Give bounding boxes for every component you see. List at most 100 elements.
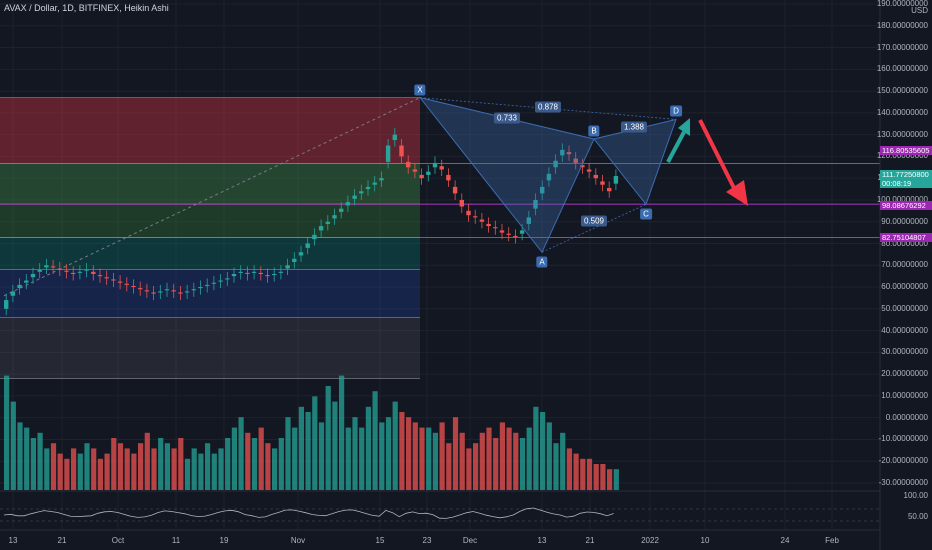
candle (365, 186, 371, 190)
volume-bar (553, 443, 559, 490)
volume-bar (57, 453, 63, 490)
indicator-tick-label: 50.00 (907, 512, 928, 521)
price-tick-label: -10.00000000 (878, 434, 928, 444)
volume-bar (64, 458, 70, 490)
candle (24, 280, 29, 283)
candle (540, 186, 545, 194)
volume-bar (446, 443, 452, 490)
fibonacci-zones (0, 97, 421, 379)
candle (10, 291, 16, 296)
candle (144, 290, 150, 292)
date-tick-label: Feb (825, 536, 839, 545)
volume-bar (312, 396, 318, 490)
indicator-tick-label: 100.00 (903, 491, 928, 500)
candle (379, 178, 384, 181)
candle (184, 291, 190, 293)
volume-bar (540, 412, 546, 490)
pattern-ratio: 0.509 (580, 215, 608, 227)
volume-bar (359, 427, 365, 490)
candle (117, 281, 123, 283)
volume-bar (406, 417, 412, 490)
date-tick-label: 21 (57, 536, 67, 545)
price-tick-label: 150.00000000 (876, 86, 928, 96)
candle (285, 265, 290, 269)
candle (372, 182, 377, 185)
volume-bar (546, 422, 552, 490)
volume-bar (178, 438, 184, 490)
candle (104, 277, 109, 279)
volume-bar (231, 427, 237, 490)
date-tick-label: 24 (780, 536, 790, 545)
volume-bar (506, 427, 512, 490)
volume-bar (466, 448, 472, 490)
candle (292, 258, 297, 263)
volume-bar (439, 422, 445, 490)
price-tick-label: 130.00000000 (876, 129, 928, 139)
volume-bar (325, 386, 331, 490)
candle (198, 287, 203, 289)
volume-bar (4, 375, 10, 490)
candle (325, 221, 330, 224)
trend-line (3, 97, 421, 297)
candle (473, 216, 478, 218)
volume-bar (419, 427, 425, 490)
candle (613, 176, 619, 184)
candle (546, 173, 552, 181)
price-tick-label: 90.00000000 (881, 216, 928, 226)
volume-bar (131, 453, 137, 490)
price-tick-label: 120.00000000 (876, 151, 928, 161)
volume-bar (151, 448, 157, 490)
candle (265, 275, 270, 277)
date-tick-label: 21 (585, 536, 595, 545)
volume-bar (473, 443, 479, 490)
candle (419, 174, 424, 179)
volume-bar (164, 443, 170, 490)
volume-bar (479, 432, 485, 490)
volume-bar (379, 422, 385, 490)
candle (345, 202, 351, 206)
candle (332, 215, 337, 219)
volume-bar (71, 448, 77, 490)
candle (459, 199, 464, 207)
candle (138, 288, 143, 290)
candle (553, 160, 558, 168)
candle (486, 223, 491, 227)
volume-bar (586, 458, 593, 490)
volume-bar (138, 443, 144, 490)
volume-bar (332, 401, 338, 490)
volume-bar (560, 432, 566, 490)
pattern-ratio: 0.878 (534, 101, 562, 113)
candle (359, 191, 364, 194)
candle (91, 271, 96, 274)
candle (573, 158, 578, 163)
pattern-ratio: 1.388 (620, 121, 648, 133)
volume-bar (245, 432, 251, 490)
fib-zone (0, 237, 420, 270)
candle (44, 265, 49, 268)
volume-bar (526, 427, 532, 490)
volume-bar (513, 432, 519, 490)
candle (513, 235, 518, 237)
volume-bar (278, 438, 284, 490)
volume-bar (499, 422, 505, 490)
date-tick-label: Dec (462, 536, 478, 545)
volume-bar (30, 438, 36, 490)
candle (4, 300, 9, 309)
price-tick-label: -30.00000000 (878, 478, 928, 487)
volume-bar (97, 458, 103, 490)
date-tick-label: 23 (422, 536, 432, 545)
volume-bar (124, 448, 130, 490)
candles (4, 128, 619, 316)
price-tag: 111.77250800 (880, 170, 932, 179)
candle (493, 227, 498, 229)
volume-bar (265, 443, 271, 490)
price-tick-label: 100.00000000 (876, 194, 928, 204)
volume-bar (292, 427, 298, 490)
arrow-down-head (726, 180, 748, 206)
volume-bar (218, 448, 224, 490)
price-tick-label: 0.00000000 (885, 412, 928, 422)
volume-bar (251, 438, 258, 490)
pattern-point-c: C (640, 208, 652, 220)
candle (191, 289, 196, 291)
